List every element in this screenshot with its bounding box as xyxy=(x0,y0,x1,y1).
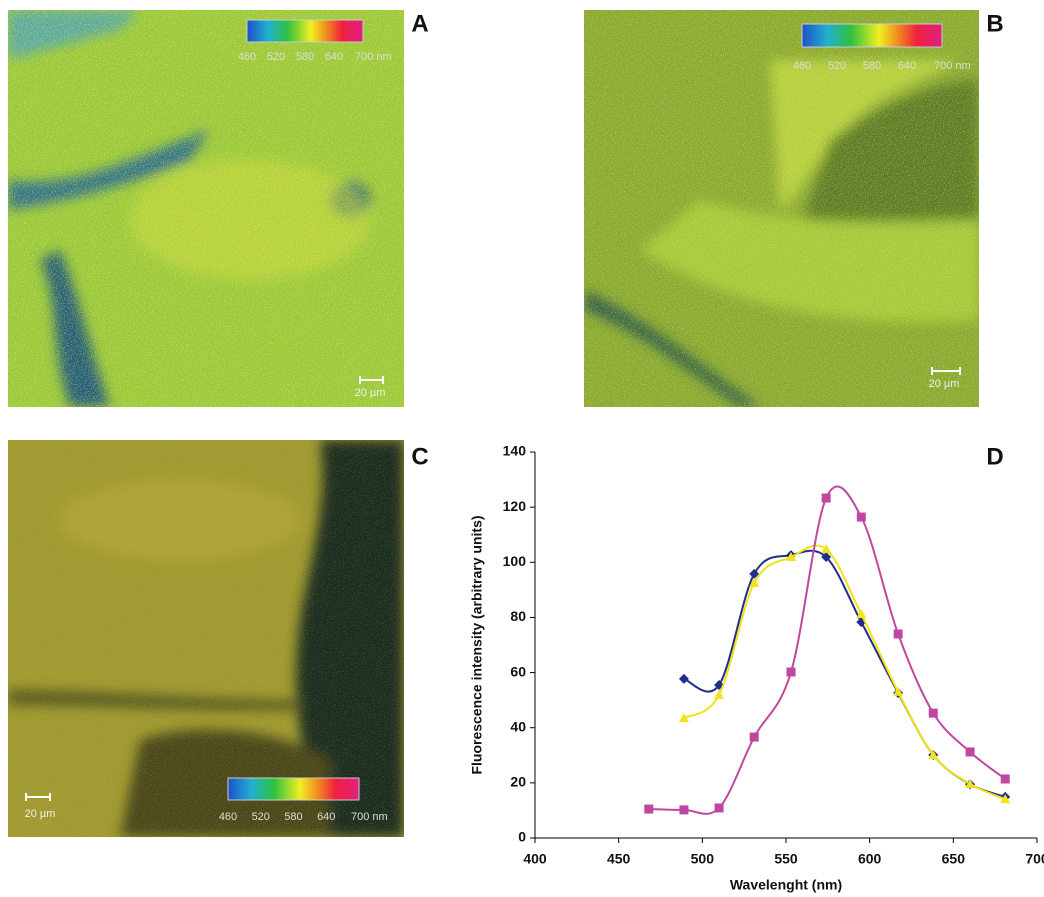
panel-label: D xyxy=(986,443,1003,470)
point xyxy=(857,513,866,522)
colorbar xyxy=(247,20,363,42)
point xyxy=(929,709,938,718)
colorbar xyxy=(802,24,942,47)
image-a xyxy=(8,10,404,407)
colorbar-label: 520 xyxy=(267,51,285,63)
point xyxy=(787,668,796,677)
x-tick-label: 650 xyxy=(942,851,966,867)
x-axis-title: Wavelenght (nm) xyxy=(730,877,842,893)
colorbar-label: 700 nm xyxy=(934,60,971,72)
colorbar-label: 580 xyxy=(863,60,881,72)
y-axis-title: Fluorescence intensity (arbitrary units) xyxy=(469,515,485,774)
colorbar-label: 520 xyxy=(828,60,846,72)
scale-bar-label: 20 µm xyxy=(929,378,960,390)
colorbar-label: 700 nm xyxy=(351,811,388,823)
colorbar-label: 580 xyxy=(296,51,314,63)
y-tick-label: 120 xyxy=(503,498,527,514)
x-tick-label: 450 xyxy=(607,851,631,867)
point xyxy=(644,805,653,814)
point xyxy=(821,544,831,553)
colorbar-label: 460 xyxy=(238,51,256,63)
point xyxy=(1001,774,1010,783)
x-tick-label: 600 xyxy=(858,851,882,867)
point xyxy=(966,747,975,756)
x-tick-label: 550 xyxy=(774,851,798,867)
series-line xyxy=(649,486,1005,813)
figure: A 460 520 580 640 700 nm 20 µm B 460 520 580 640 700… xyxy=(0,0,1044,897)
image-b xyxy=(584,10,979,407)
point xyxy=(679,805,688,814)
y-tick-label: 60 xyxy=(510,663,526,679)
point xyxy=(894,629,903,638)
colorbar-label: 460 xyxy=(219,811,237,823)
colorbar-label: 700 nm xyxy=(355,51,392,63)
colorbar-label: 460 xyxy=(793,60,811,72)
scale-bar-label: 20 µm xyxy=(25,808,56,820)
point xyxy=(714,690,724,699)
y-tick-label: 100 xyxy=(503,553,527,569)
point xyxy=(750,733,759,742)
y-tick-label: 20 xyxy=(510,774,526,790)
colorbar xyxy=(228,778,359,800)
panel-label: C xyxy=(411,443,428,470)
x-tick-label: 500 xyxy=(691,851,715,867)
point xyxy=(679,674,689,684)
x-tick-label: 400 xyxy=(523,851,547,867)
y-tick-label: 80 xyxy=(510,608,526,624)
colorbar-label: 640 xyxy=(325,51,343,63)
series-line xyxy=(684,551,1005,797)
image-c xyxy=(8,440,404,837)
y-tick-label: 0 xyxy=(518,829,526,845)
colorbar-label: 640 xyxy=(317,811,335,823)
point xyxy=(822,494,831,503)
series-line xyxy=(684,545,1005,799)
scale-bar-label: 20 µm xyxy=(355,387,386,399)
x-tick-label: 700 xyxy=(1025,851,1044,867)
point xyxy=(715,803,724,812)
panel-label: B xyxy=(986,10,1003,37)
panel-label: A xyxy=(411,10,428,37)
colorbar-label: 520 xyxy=(252,811,270,823)
y-tick-label: 140 xyxy=(503,443,527,459)
colorbar-label: 640 xyxy=(898,60,916,72)
y-tick-label: 40 xyxy=(510,718,526,734)
colorbar-label: 580 xyxy=(284,811,302,823)
